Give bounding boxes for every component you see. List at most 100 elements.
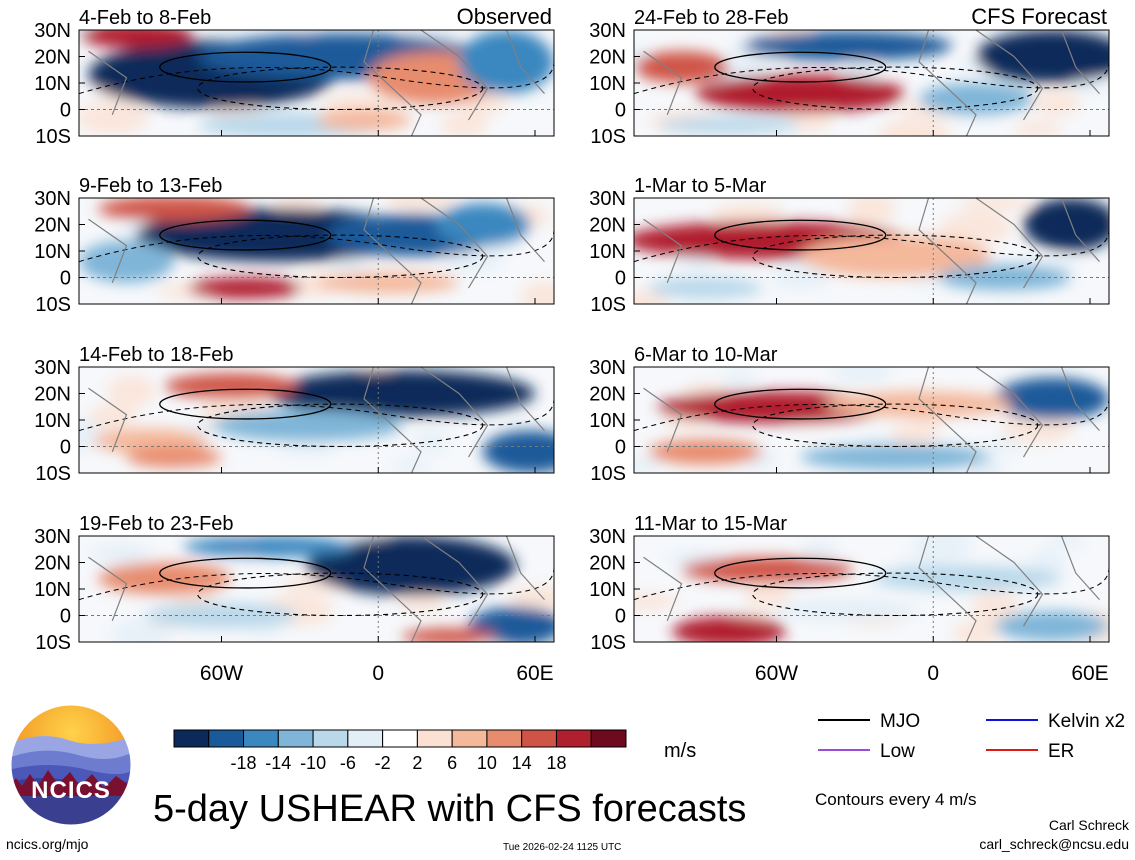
panel-label: 4-Feb to 8-Feb [79,7,211,29]
colorbar-label: 6 [447,753,457,773]
legend-label: MJO [880,711,920,732]
x-tick-label: 60E [516,662,553,685]
map-panel-observed-3: 14-Feb to 18-Feb 30N 20N 10N 0 10S [34,344,555,485]
y-tick-label: 20N [34,553,71,575]
colorbar-label: 18 [546,753,566,773]
colorbar-swatch [208,729,245,748]
column-header: Observed [457,4,552,29]
y-tick-label: 30N [34,20,71,42]
colorbar-swatch [486,729,523,748]
legend-label: Kelvin x2 [1048,711,1125,732]
y-tick-label: 20N [34,384,71,406]
colorbar-label: -6 [340,753,356,773]
units-label: m/s [664,740,697,762]
legend-label: ER [1048,741,1074,762]
y-tick-label: 10N [589,73,626,95]
x-tick-label: 60W [755,662,798,685]
y-tick-label: 10N [34,579,71,601]
y-tick-label: 30N [589,526,626,548]
y-tick-label: 0 [615,437,626,459]
panel-label: 6-Mar to 10-Mar [634,344,778,366]
y-tick-label: 20N [589,47,626,69]
y-tick-label: 10S [590,463,626,485]
colorbar-swatch [590,729,627,748]
ncics-logo: NCICS [10,704,132,826]
y-tick-label: 10S [35,463,71,485]
panel-label: 24-Feb to 28-Feb [634,7,789,29]
y-tick-label: 30N [34,526,71,548]
y-tick-label: 10N [589,579,626,601]
colorbar-swatch [451,729,488,748]
colorbar-label: 14 [512,753,532,773]
map-panel-observed-2: 9-Feb to 13-Feb 30N 20N 10N 0 10S [34,175,555,316]
colorbar-label: 10 [477,753,497,773]
x-tick-label: 0 [372,662,384,685]
panel-label: 11-Mar to 15-Mar [634,513,787,535]
colorbar-label: 2 [412,753,422,773]
logo-text: NCICS [31,777,111,804]
map-panel-forecast-1: 24-Feb to 28-Feb 30N 20N 10N 0 10S CFS Forecas… [589,4,1110,148]
panel-label: 1-Mar to 5-Mar [634,175,767,197]
y-tick-label: 10N [589,241,626,263]
map-panel-forecast-3: 6-Mar to 10-Mar 30N 20N 10N 0 10S [589,344,1110,485]
x-tick-label: 0 [927,662,939,685]
y-tick-label: 10N [34,410,71,432]
colorbar-label: -14 [265,753,291,773]
y-tick-label: 10N [34,241,71,263]
colorbar-swatch [555,729,592,748]
colorbar-swatch [416,729,453,748]
y-tick-label: 10S [590,294,626,316]
map-panels: 4-Feb to 8-Feb 30N 20N 10N 0 10S Observed 9-Feb… [34,4,1110,685]
colorbar-swatch [312,729,349,748]
panel-label: 9-Feb to 13-Feb [79,175,222,197]
panel-label: 19-Feb to 23-Feb [79,513,234,535]
y-tick-label: 30N [589,20,626,42]
y-tick-label: 20N [589,384,626,406]
y-tick-label: 0 [615,268,626,290]
map-panel-forecast-2: 1-Mar to 5-Mar 30N 20N 10N 0 10S [589,175,1110,316]
colorbar-swatch [521,729,557,748]
y-tick-label: 20N [589,553,626,575]
colorbar-label: -2 [375,753,391,773]
panel-label: 14-Feb to 18-Feb [79,344,234,366]
x-tick-label: 60E [1071,662,1108,685]
y-tick-label: 30N [589,357,626,379]
y-tick-label: 0 [60,268,71,290]
y-tick-label: 10N [589,410,626,432]
map-panel-observed-1: 4-Feb to 8-Feb 30N 20N 10N 0 10S Observed [34,4,555,148]
y-tick-label: 10S [35,632,71,654]
footer-url: ncics.org/mjo [6,836,89,852]
column-header: CFS Forecast [971,4,1107,29]
y-tick-label: 10N [34,73,71,95]
colorbar: -18 -14 -10 -6 -2 2 6 10 14 18 [173,729,627,773]
contour-note: Contours every 4 m/s [815,790,977,809]
footer-author: Carl Schreck [1048,817,1129,833]
y-tick-label: 20N [589,215,626,237]
map-panel-observed-4: 19-Feb to 23-Feb 30N 20N 10N 0 10S 60W 0 60E [34,513,555,685]
y-tick-label: 20N [34,215,71,237]
colorbar-swatch [173,729,210,748]
colorbar-swatch [243,729,279,748]
y-tick-label: 0 [615,100,626,122]
y-tick-label: 0 [60,606,71,628]
legend-label: Low [880,741,915,762]
colorbar-swatch [277,729,314,748]
colorbar-swatch [382,729,418,748]
y-tick-label: 10S [590,126,626,148]
y-tick-label: 30N [34,357,71,379]
colorbar-swatch [347,729,384,748]
y-tick-label: 30N [589,188,626,210]
chart-title: 5-day USHEAR with CFS forecasts [153,788,747,830]
y-tick-label: 0 [615,606,626,628]
footer-timestamp: Tue 2026-02-24 1125 UTC [503,842,622,853]
y-tick-label: 10S [35,294,71,316]
x-tick-label: 60W [200,662,243,685]
y-tick-label: 10S [35,126,71,148]
y-tick-label: 0 [60,100,71,122]
footer-email: carl_schreck@ncsu.edu [979,836,1129,852]
y-tick-label: 10S [590,632,626,654]
map-panel-forecast-4: 11-Mar to 15-Mar 30N 20N 10N 0 10S 60W 0 60E [589,513,1110,685]
y-tick-label: 20N [34,47,71,69]
legend: MJO Kelvin x2 Low ER [818,711,1125,762]
colorbar-label: -10 [300,753,326,773]
